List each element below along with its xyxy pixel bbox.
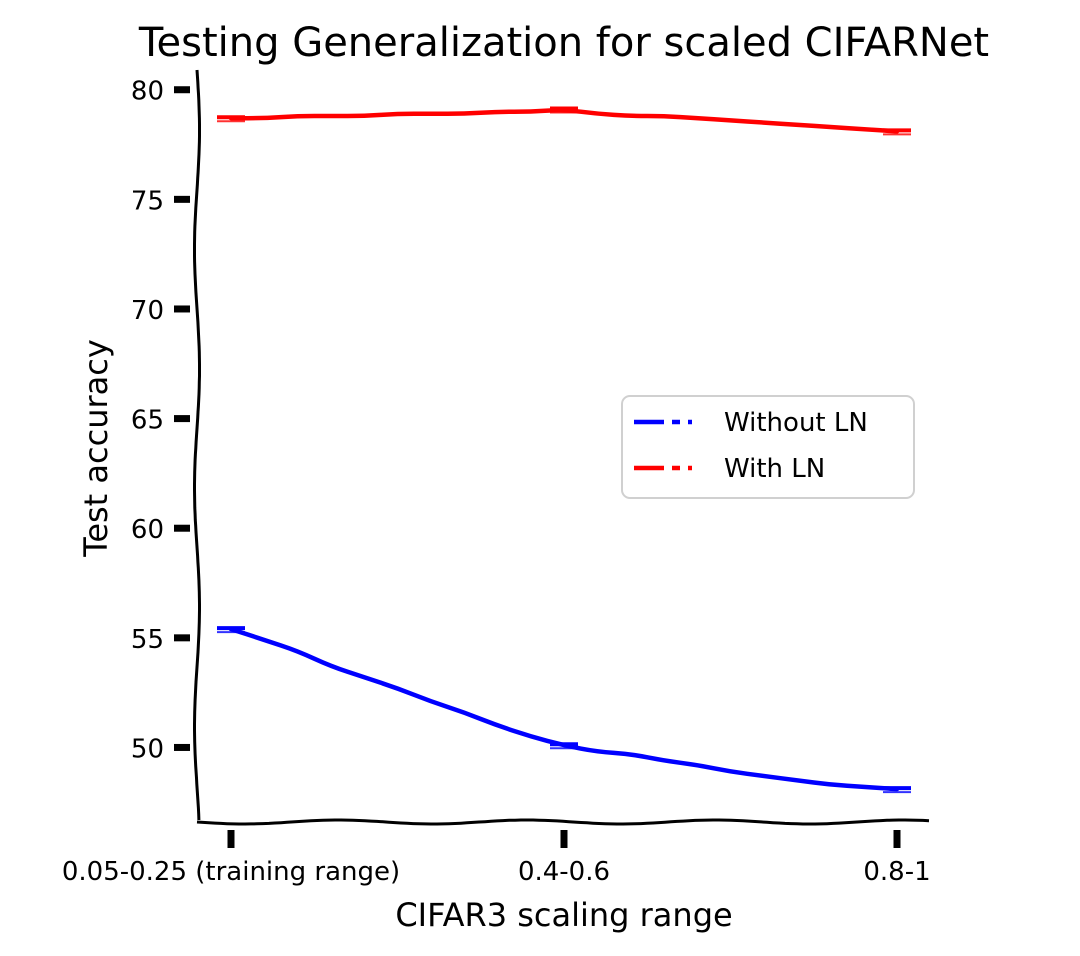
- series-line-without-ln: [228, 626, 900, 792]
- y-tick-label: 55: [131, 625, 164, 655]
- y-axis-label: Test accuracy: [77, 339, 115, 558]
- legend-label: Without LN: [724, 408, 868, 438]
- series-line-with-ln: [228, 107, 900, 134]
- legend: Without LN With LN: [621, 395, 915, 499]
- x-axis-label: CIFAR3 scaling range: [395, 896, 732, 934]
- y-tick-label: 80: [131, 77, 164, 107]
- x-ticks: 0.05-0.25 (training range) 0.4-0.6 0.8-1: [62, 830, 931, 887]
- chart-title: Testing Generalization for scaled CIFARN…: [138, 20, 989, 66]
- x-tick-label: 0.4-0.6: [518, 857, 610, 887]
- x-tick-label: 0.8-1: [863, 857, 930, 887]
- y-axis-line: [193, 69, 201, 821]
- y-ticks: 50 55 60 65 70 75 80: [131, 77, 190, 764]
- y-tick-label: 70: [131, 296, 164, 326]
- x-axis-line: [196, 818, 930, 826]
- series-lines: [217, 106, 911, 794]
- axes: [193, 69, 930, 826]
- legend-label: With LN: [724, 454, 825, 484]
- x-tick-label: 0.05-0.25 (training range): [62, 857, 400, 887]
- y-tick-label: 65: [131, 406, 164, 436]
- y-tick-label: 50: [131, 734, 164, 764]
- y-tick-label: 60: [131, 515, 164, 545]
- legend-frame: [621, 395, 915, 499]
- y-tick-label: 75: [131, 186, 164, 216]
